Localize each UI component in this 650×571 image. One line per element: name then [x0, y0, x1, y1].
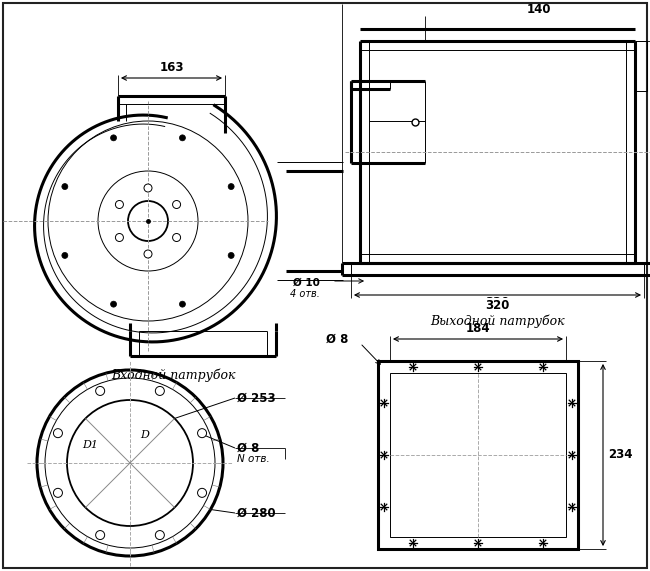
Text: 163: 163	[159, 61, 184, 74]
Text: 320: 320	[486, 296, 510, 309]
Circle shape	[198, 429, 207, 437]
Circle shape	[198, 488, 207, 497]
Bar	[378, 361, 578, 549]
Circle shape	[179, 135, 185, 141]
Bar	[390, 373, 566, 537]
Circle shape	[228, 252, 234, 259]
Circle shape	[96, 387, 105, 396]
Circle shape	[144, 250, 152, 258]
Text: Выходной патрубок: Выходной патрубок	[430, 315, 565, 328]
Text: Ø 8: Ø 8	[237, 441, 259, 455]
Circle shape	[62, 183, 68, 190]
Circle shape	[116, 234, 124, 242]
Circle shape	[111, 301, 116, 307]
Circle shape	[228, 183, 234, 190]
Text: D: D	[140, 430, 150, 440]
Circle shape	[179, 301, 185, 307]
Circle shape	[111, 135, 116, 141]
Text: 320: 320	[486, 299, 510, 312]
Text: 140: 140	[526, 3, 551, 16]
Circle shape	[155, 387, 164, 396]
Text: Ø 8: Ø 8	[326, 332, 348, 345]
Text: N отв.: N отв.	[237, 454, 270, 464]
Text: Ø 253: Ø 253	[237, 392, 276, 404]
Text: 4 отв.: 4 отв.	[290, 289, 320, 299]
Circle shape	[144, 184, 152, 192]
Circle shape	[116, 200, 124, 208]
Text: Входной патрубок: Входной патрубок	[111, 368, 235, 381]
Text: Ø 280: Ø 280	[237, 506, 276, 520]
Text: 234: 234	[608, 448, 632, 461]
Circle shape	[96, 530, 105, 540]
Text: 184: 184	[465, 322, 490, 335]
Text: 600: 600	[486, 0, 510, 3]
Circle shape	[62, 252, 68, 259]
Circle shape	[173, 200, 181, 208]
Circle shape	[173, 234, 181, 242]
Text: D1: D1	[82, 440, 98, 450]
Circle shape	[53, 429, 62, 437]
Text: Ø 10: Ø 10	[293, 278, 320, 288]
Circle shape	[155, 530, 164, 540]
Circle shape	[53, 488, 62, 497]
